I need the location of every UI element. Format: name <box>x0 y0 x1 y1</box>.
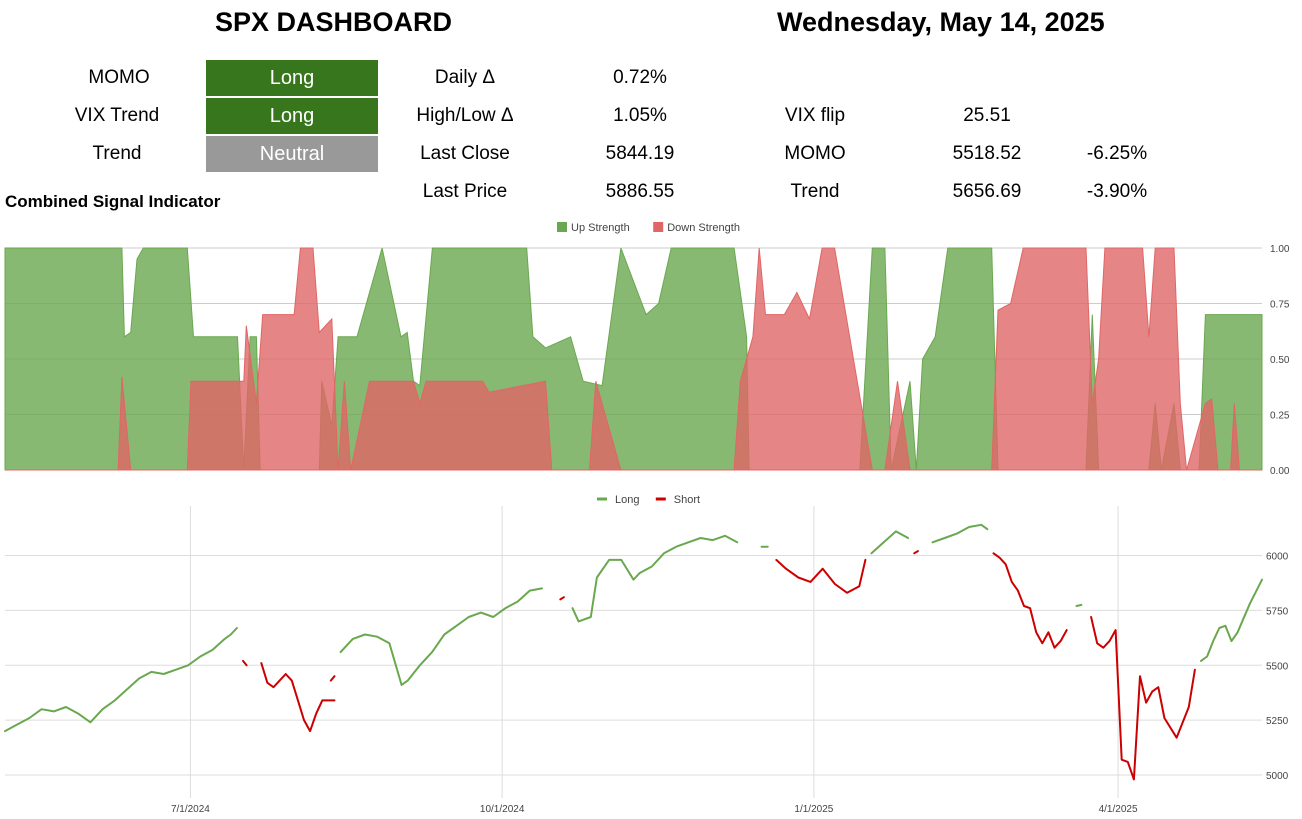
signal-value-momo: Long <box>206 60 378 96</box>
price-legend-label-1: Short <box>674 494 700 506</box>
price-segment-short <box>329 675 336 682</box>
price-legend-label-0: Long <box>615 494 639 506</box>
price-y-tick: 5750 <box>1266 606 1289 617</box>
signal-value-trend: Neutral <box>206 136 378 172</box>
momo-level-label: MOMO <box>784 143 846 164</box>
dashboard-title: SPX DASHBOARD <box>215 7 453 37</box>
signal-y-tick: 0.50 <box>1270 355 1290 366</box>
price-segment-short <box>1090 616 1196 781</box>
trend-level-value: 5656.69 <box>952 181 1022 202</box>
legend-label-1: Down Strength <box>667 222 740 234</box>
price-x-tick: 7/1/2024 <box>171 804 210 815</box>
signal-y-tick: 0.25 <box>1270 411 1290 422</box>
signal-strength-chart: Up Strength Down Strength 0.00 0.25 0.50 0.75… <box>4 222 1290 477</box>
price-y-tick: 5250 <box>1266 716 1289 727</box>
price-segment-short <box>992 552 1068 649</box>
last-price-value: 5886.55 <box>605 181 675 202</box>
signal-value-vix-trend: Long <box>206 98 378 134</box>
signal-label-momo: MOMO <box>88 67 150 88</box>
trend-level-pct: -3.90% <box>1086 181 1148 202</box>
signal-y-tick: 0.75 <box>1270 300 1290 311</box>
signal-label-vix-trend: VIX Trend <box>74 105 160 126</box>
price-x-tick: 1/1/2025 <box>794 804 833 815</box>
price-segment-long <box>1200 578 1263 662</box>
last-close-label: Last Close <box>420 143 510 164</box>
price-segment-long <box>931 523 989 544</box>
price-x-tick: 4/1/2025 <box>1099 804 1138 815</box>
last-price-label: Last Price <box>422 181 508 202</box>
price-segment-short <box>260 662 336 733</box>
price-x-tick: 10/1/2024 <box>480 804 525 815</box>
legend-label-0: Up Strength <box>571 222 630 234</box>
price-segment-short <box>775 558 867 594</box>
spx-price-chart: Long Short 5000 5250 5500 5750 6000 7/1/2024 10/… <box>4 494 1289 815</box>
price-y-tick: 5500 <box>1266 661 1289 672</box>
daily-delta-label: Daily Δ <box>434 67 496 88</box>
price-y-tick: 5000 <box>1266 771 1289 782</box>
dashboard-date: Wednesday, May 14, 2025 <box>777 7 1105 37</box>
last-close-value: 5844.19 <box>605 143 675 164</box>
highlow-delta-value: 1.05% <box>613 105 667 126</box>
vix-flip-label: VIX flip <box>784 105 846 126</box>
combined-signal-title: Combined Signal Indicator <box>5 192 221 211</box>
signal-y-tick: 0.00 <box>1270 466 1290 477</box>
price-segment-short <box>242 659 248 667</box>
trend-level-label: Trend <box>790 181 840 202</box>
price-segment-long <box>571 534 739 623</box>
daily-delta-value: 0.72% <box>613 67 667 88</box>
price-segment-long <box>339 587 543 686</box>
momo-level-value: 5518.52 <box>952 143 1022 164</box>
vix-flip-value: 25.51 <box>963 105 1011 126</box>
signal-y-tick: 1.00 <box>1270 244 1290 255</box>
highlow-delta-label: High/Low Δ <box>416 105 514 126</box>
price-segment-short <box>559 596 565 601</box>
signal-area-down-strength <box>5 247 1262 471</box>
legend-swatch-0 <box>557 222 567 232</box>
price-segment-long <box>1075 603 1083 607</box>
legend-swatch-1 <box>653 222 664 232</box>
price-segment-long <box>870 530 910 555</box>
price-segment-long <box>4 627 238 733</box>
price-segment-short <box>913 550 919 555</box>
price-y-tick: 6000 <box>1266 552 1289 563</box>
momo-level-pct: -6.25% <box>1086 143 1148 164</box>
signal-label-trend: Trend <box>92 143 142 164</box>
